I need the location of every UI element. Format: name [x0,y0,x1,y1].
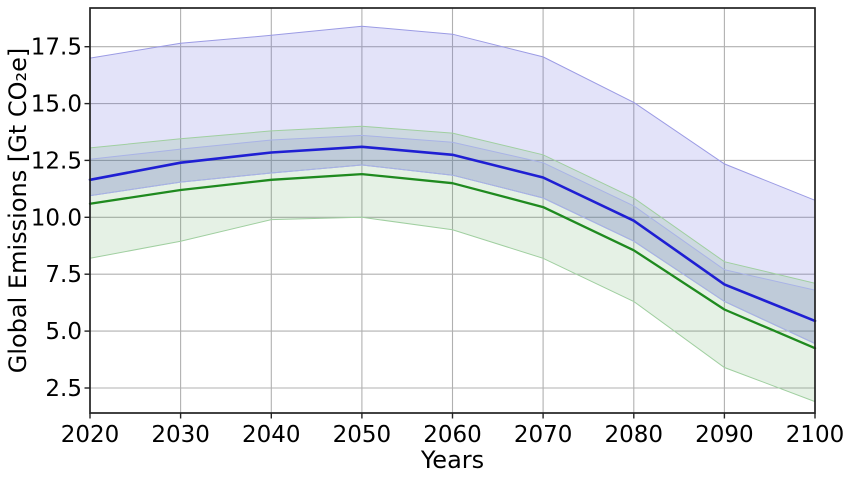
y-tick-label: 15.0 [31,92,82,118]
blue-median-emissions-pathway [88,145,817,323]
y-tick-label: 12.5 [31,148,82,174]
x-tick-label: 2060 [423,422,482,448]
gridlines [89,8,816,413]
y-tick-label: 7.5 [45,262,82,288]
x-tick-label: 2040 [242,422,301,448]
x-tick-label: 2020 [61,422,120,448]
x-axis: 2020 2030 2040 2050 2060 2070 2080 2090 2100 Year… [61,413,845,474]
x-tick-label: 2090 [695,422,754,448]
x-axis-title: Years [420,446,484,474]
y-axis-title: Global Emissions [Gt CO₂e] [4,48,32,374]
y-tick-label: 17.5 [31,35,82,61]
y-tick-label: 5.0 [45,319,82,345]
x-tick-label: 2080 [605,422,664,448]
x-tick-label: 2070 [514,422,573,448]
green-median-emissions-pathway [88,172,817,350]
y-tick-label: 2.5 [45,376,82,402]
y-tick-label: 10.0 [31,205,82,231]
x-tick-label: 2030 [151,422,210,448]
x-tick-label: 2050 [333,422,392,448]
x-tick-label: 2100 [786,422,845,448]
